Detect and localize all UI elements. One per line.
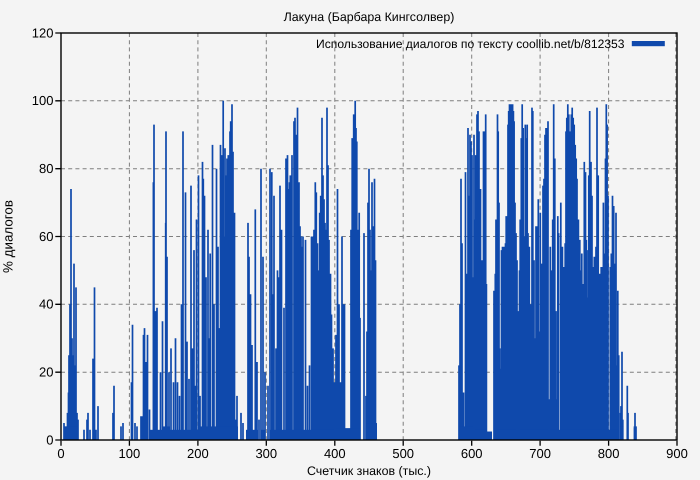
svg-text:200: 200 (187, 446, 209, 461)
svg-text:800: 800 (598, 446, 620, 461)
svg-text:Использование диалогов по текс: Использование диалогов по тексту coollib… (316, 37, 625, 51)
svg-text:0: 0 (57, 446, 64, 461)
svg-text:Счетчик знаков (тыс.): Счетчик знаков (тыс.) (307, 464, 431, 478)
svg-text:900: 900 (666, 446, 688, 461)
svg-text:100: 100 (119, 446, 141, 461)
svg-text:60: 60 (39, 229, 53, 244)
svg-text:100: 100 (32, 93, 54, 108)
svg-text:300: 300 (255, 446, 277, 461)
svg-text:400: 400 (324, 446, 346, 461)
svg-text:% диалогов: % диалогов (1, 200, 16, 273)
svg-text:80: 80 (39, 161, 53, 176)
svg-text:700: 700 (529, 446, 551, 461)
svg-text:40: 40 (39, 297, 53, 312)
svg-text:0: 0 (46, 432, 53, 447)
svg-text:20: 20 (39, 365, 53, 380)
svg-text:600: 600 (461, 446, 483, 461)
svg-text:Лакуна (Барбара Кингсолвер): Лакуна (Барбара Кингсолвер) (284, 10, 455, 24)
svg-text:120: 120 (32, 25, 54, 40)
svg-text:500: 500 (392, 446, 414, 461)
